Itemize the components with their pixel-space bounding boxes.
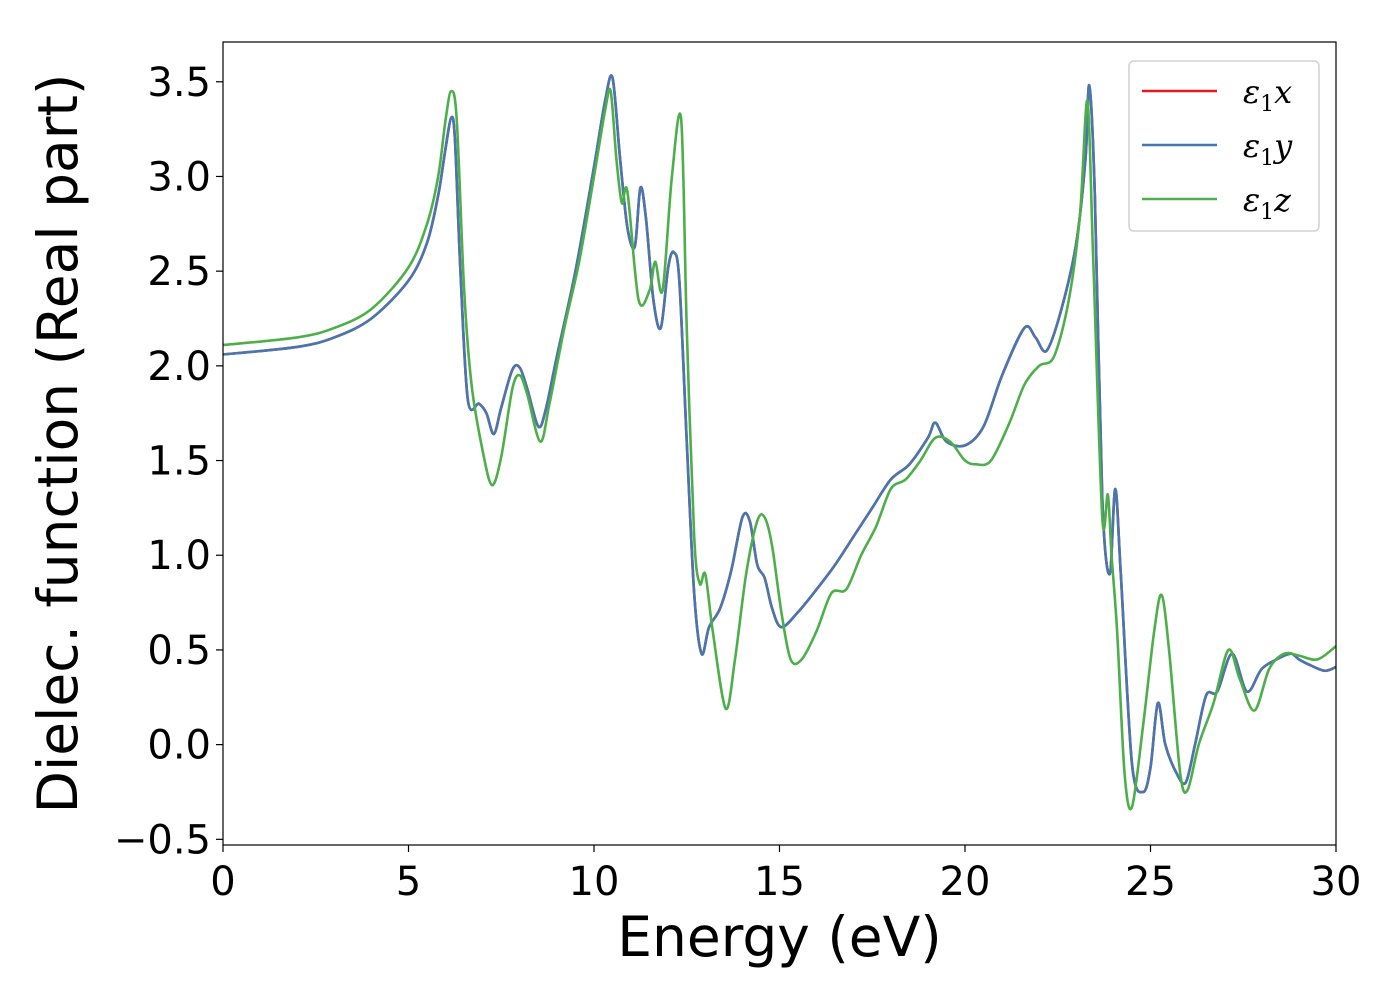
series-line-z — [223, 87, 1336, 811]
y-tick-label: 3.5 — [147, 60, 211, 106]
x-tick-label: 25 — [1125, 859, 1176, 905]
y-tick-label: 3.0 — [147, 154, 211, 200]
legend: ε1x ε1y ε1z — [1128, 60, 1320, 232]
x-tick-label: 10 — [569, 859, 620, 905]
legend-item-x: ε1x — [1142, 73, 1292, 117]
y-axis-title: Dielec. function (Real part) — [26, 74, 90, 814]
legend-box — [1128, 60, 1320, 232]
legend-item-z: ε1z — [1142, 181, 1292, 225]
x-tick-label: 15 — [754, 859, 805, 905]
x-tick-label: 0 — [210, 859, 235, 905]
legend-item-y: ε1y — [1142, 127, 1293, 171]
y-tick-label: 2.0 — [147, 344, 211, 390]
y-tick-label: 2.5 — [147, 249, 211, 295]
y-tick-label: 0.5 — [147, 628, 211, 674]
series-line-y — [223, 74, 1336, 794]
series-lines — [223, 74, 1336, 811]
legend-label: ε1y — [1243, 127, 1293, 171]
axis-ticks: 0 5 10 15 20 25 30 −0.5 0.0 0.5 1.0 1.5 2.0 2.5 3.0 3.5 — [114, 60, 1362, 905]
x-tick-label: 30 — [1311, 859, 1362, 905]
y-tick-label: 1.5 — [147, 439, 211, 485]
legend-label: ε1x — [1243, 73, 1292, 117]
legend-label: ε1z — [1243, 181, 1292, 225]
y-tick-label: 1.0 — [147, 533, 211, 579]
x-tick-label: 20 — [940, 859, 991, 905]
x-axis-title: Energy (eV) — [617, 905, 941, 969]
y-tick-label: 0.0 — [147, 723, 211, 769]
y-tick-label: −0.5 — [114, 817, 211, 863]
x-tick-label: 5 — [396, 859, 421, 905]
